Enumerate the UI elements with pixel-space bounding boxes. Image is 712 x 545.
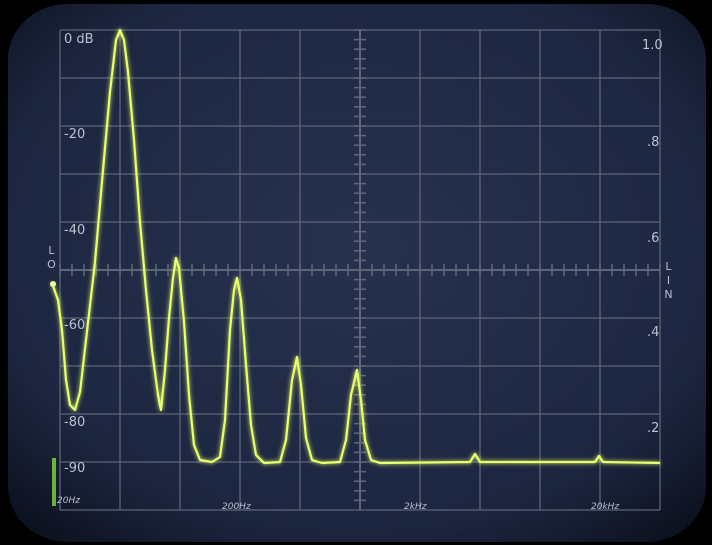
frequency-label: 20kHz [591,502,620,512]
baseline-marker [52,458,56,506]
scale-label: 0 dB [64,32,94,47]
scale-label: .2 [647,421,660,436]
spectrum-trace [50,28,661,465]
scale-label: -40 [64,223,86,238]
scale-label: .6 [647,231,660,246]
scale-label: .4 [647,325,660,340]
scale-label: -90 [64,461,86,476]
trace-start [50,281,56,287]
mode-label: LO [45,244,58,272]
frequency-label: 2kHz [404,502,427,512]
scale-label: -20 [64,127,86,142]
scale-label: -80 [64,415,86,430]
scale-label: -60 [64,318,86,333]
frequency-label: 20Hz [57,496,80,506]
frequency-label: 200Hz [222,502,251,512]
scale-label: 1.0 [642,38,663,53]
mode-label: LIN [662,260,675,302]
scale-label: .8 [647,135,660,150]
graticule [59,29,661,511]
screen-face [8,4,706,542]
